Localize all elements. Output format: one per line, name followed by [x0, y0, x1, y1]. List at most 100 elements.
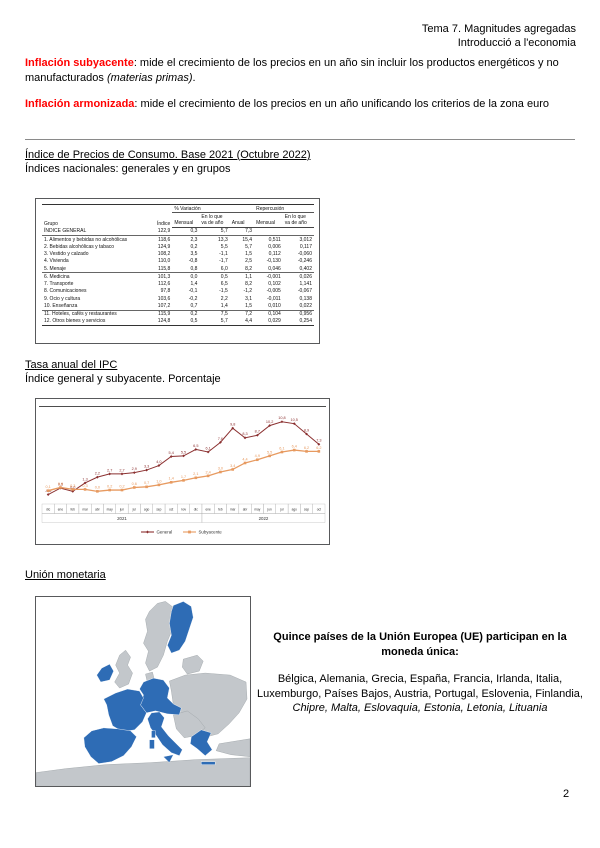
value-cell: -1,1 — [219, 251, 228, 257]
svg-text:2022: 2022 — [259, 516, 269, 521]
svg-text:Subyacente: Subyacente — [199, 530, 223, 535]
map-finland — [167, 601, 194, 654]
svg-text:6,1: 6,1 — [205, 446, 210, 450]
column-header: Mensual — [172, 212, 200, 228]
x-axis-months: dic ene feb mar abr may jun jul ago sep oct nov dic e… — [41, 503, 326, 514]
value-cell: 0,104 — [268, 311, 281, 317]
svg-text:10,2: 10,2 — [266, 420, 273, 424]
svg-text:ene: ene — [205, 507, 211, 511]
table-row: 6. Medicina 101,3 0,0 0,5 1,1 -0,001 0,026 — [42, 273, 314, 281]
svg-text:feb: feb — [71, 507, 76, 511]
column-header: Grupo — [44, 220, 58, 227]
header-course-name: Introducció a l'economia — [457, 37, 576, 49]
value-cell: -0,130 — [266, 258, 281, 265]
value-cell: 124,9 — [157, 243, 171, 250]
svg-text:jul: jul — [279, 507, 283, 511]
svg-text:4,4: 4,4 — [242, 457, 247, 461]
svg-text:General: General — [157, 530, 173, 535]
page-header: Tema 7. Magnitudes agregadas Introducció… — [422, 22, 576, 50]
map-iberia — [83, 727, 137, 764]
eurozone-text-block: Quince países de la Unión Europea (UE) p… — [252, 630, 588, 716]
svg-text:sep: sep — [304, 507, 309, 511]
map-baltics — [182, 654, 204, 675]
column-header: En lo que va de año — [199, 212, 230, 228]
svg-text:0,1: 0,1 — [46, 485, 51, 489]
svg-text:mar: mar — [82, 507, 88, 511]
tasa-section-heading: Tasa anual del IPC Índice general y suby… — [25, 358, 221, 386]
value-cell: 6,0 — [199, 265, 230, 274]
value-cell: 0,026 — [299, 273, 312, 280]
svg-text:oct: oct — [317, 507, 321, 511]
value-cell: 112,6 — [158, 281, 171, 287]
group-label: 1. Alimentos y bebidas no alcohólicas — [44, 236, 128, 243]
definition-armonizada: Inflación armonizada: mide el crecimient… — [25, 97, 577, 112]
svg-text:2,4: 2,4 — [205, 470, 210, 474]
value-cell: 110,0 — [158, 258, 171, 265]
ipc-title: Índice de Precios de Consumo. Base 2021 … — [25, 149, 311, 161]
map-corsica — [151, 730, 156, 738]
value-cell: 0,402 — [282, 265, 314, 274]
svg-text:10,8: 10,8 — [278, 416, 285, 420]
value-cell: 0,010 — [254, 302, 283, 311]
value-cell: 124,8 — [157, 318, 171, 325]
value-cell: 3,1 — [245, 295, 253, 302]
svg-text:0,6: 0,6 — [132, 482, 137, 486]
group-label: 9. Ocio y cultura — [44, 295, 81, 302]
svg-text:jul: jul — [132, 507, 136, 511]
group-label: 7. Transporte — [44, 281, 74, 287]
value-cell: 122,9 — [144, 227, 173, 237]
value-cell: -0,011 — [266, 295, 281, 302]
value-cell: 97,8 — [160, 288, 171, 295]
svg-text:5,5: 5,5 — [181, 450, 186, 454]
svg-text:0,5: 0,5 — [58, 483, 63, 487]
svg-text:10,5: 10,5 — [291, 418, 298, 422]
value-cell: 1,5 — [245, 251, 253, 257]
page-number: 2 — [563, 788, 570, 800]
x-axis-years: 2021 2022 — [41, 513, 326, 523]
svg-text:abr: abr — [95, 507, 101, 511]
ipc-chart-figure: dic ene feb mar abr may jun jul ago sep oct nov dic e… — [35, 398, 330, 545]
group-label: 4. Vivienda — [44, 258, 69, 265]
value-cell: -1,7 — [219, 258, 228, 265]
value-cell: 1,141 — [299, 281, 312, 287]
value-cell: -0,060 — [297, 251, 312, 257]
map-uk — [114, 649, 133, 689]
value-cell: 0,5 — [220, 273, 228, 280]
svg-text:may: may — [107, 507, 113, 511]
svg-text:3,4: 3,4 — [230, 464, 235, 468]
eurozone-statement: Quince países de la Unión Europea (UE) p… — [273, 631, 567, 658]
svg-text:8,3: 8,3 — [242, 432, 247, 436]
value-cell: -0,067 — [297, 288, 312, 295]
group-label: 12. Otros bienes y servicios — [44, 318, 106, 325]
value-cell: 0,511 — [268, 236, 281, 243]
map-sardinia — [149, 739, 155, 749]
value-cell: 101,3 — [157, 273, 171, 280]
svg-text:0,3: 0,3 — [82, 484, 87, 488]
svg-text:dic: dic — [46, 507, 50, 511]
value-cell: -1,5 — [219, 288, 228, 295]
value-cell: 103,6 — [157, 295, 171, 302]
table-row: 7. Transporte 112,6 1,4 6,5 8,2 0,102 1,141 — [42, 281, 314, 288]
chart-legend: General Subyacente — [141, 530, 222, 535]
table-row: ÍNDICE GENERAL 122,9 0,3 5,7 7,3 — [42, 227, 314, 237]
svg-text:8,9: 8,9 — [304, 428, 309, 432]
value-cell: 8,2 — [245, 281, 253, 287]
svg-text:6,5: 6,5 — [193, 444, 198, 448]
value-cell: 0,7 — [172, 302, 200, 311]
ipc-table: Grupo Índice% Variación Repercusión Mensual… — [42, 204, 314, 326]
svg-text:ene: ene — [58, 507, 64, 511]
value-cell: 1,4 — [190, 281, 198, 287]
map-ireland — [96, 663, 114, 683]
column-header: % Variación — [172, 204, 255, 214]
value-cell: 0,2 — [190, 243, 198, 250]
value-cell: 7,3 — [229, 227, 255, 237]
column-header: Mensual — [254, 212, 283, 228]
svg-text:abr: abr — [243, 507, 249, 511]
value-cell — [282, 227, 314, 237]
value-cell: 118,6 — [158, 236, 171, 243]
value-cell: -0,1 — [188, 288, 198, 295]
table-row: 9. Ocio y cultura 103,6 -0,2 2,2 3,1 -0,011 0,… — [42, 295, 314, 302]
svg-text:9,8: 9,8 — [230, 423, 235, 427]
column-header: Índice — [156, 220, 171, 227]
